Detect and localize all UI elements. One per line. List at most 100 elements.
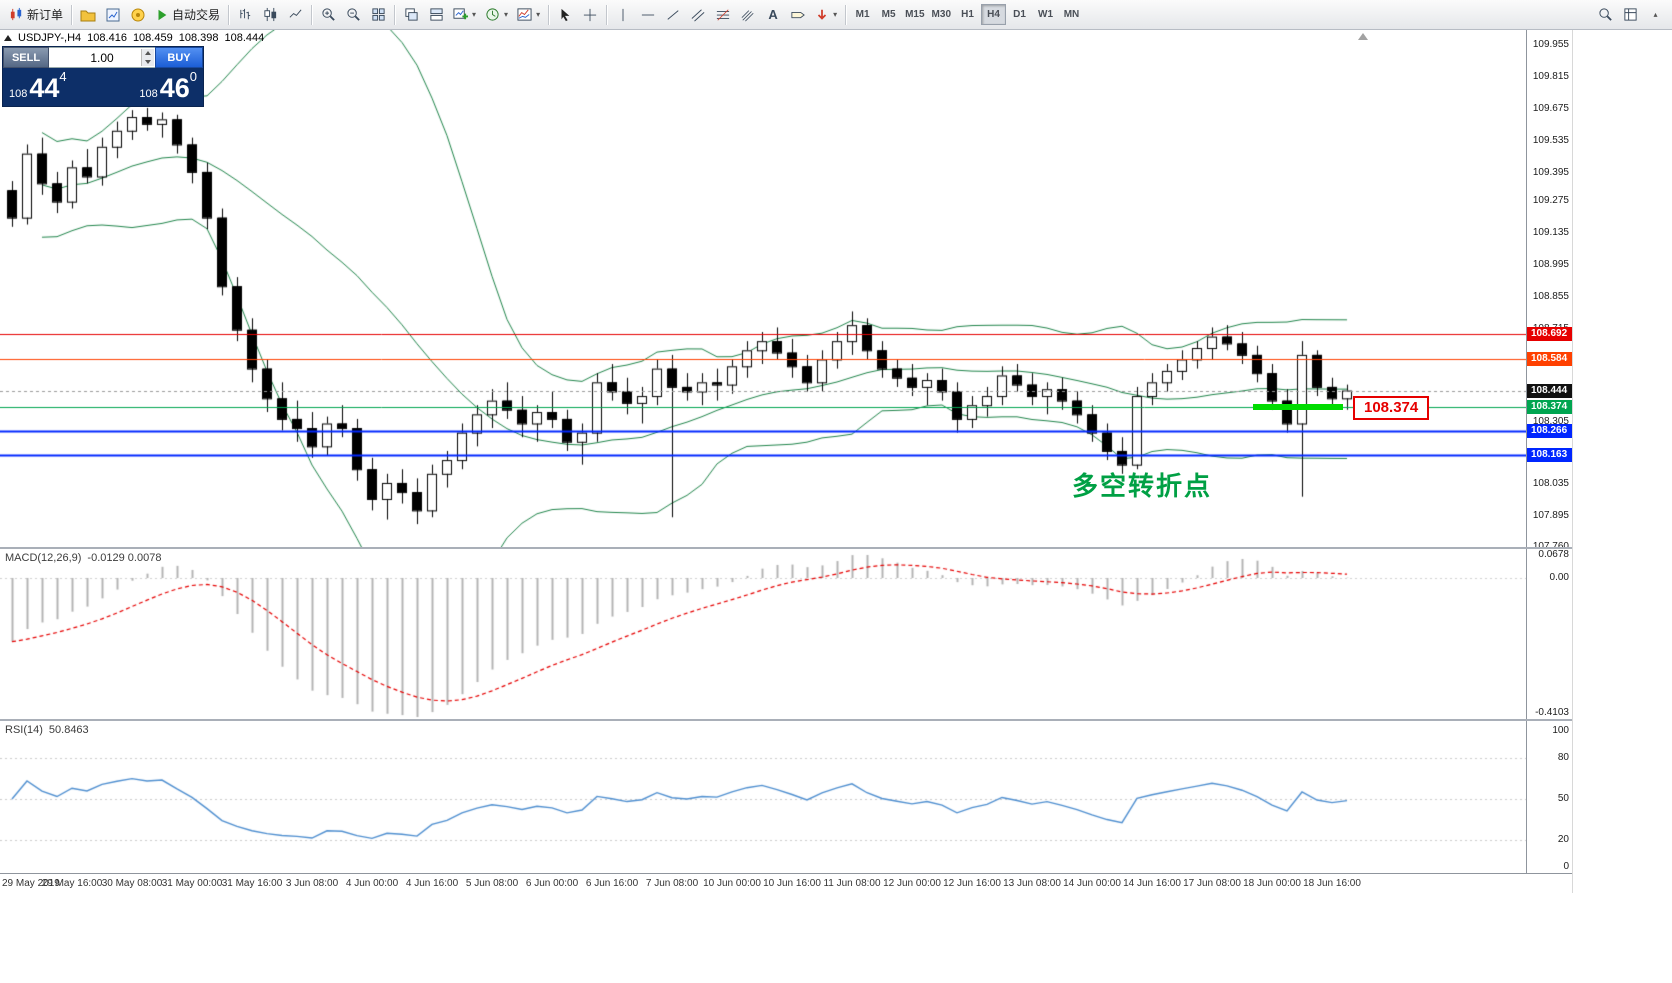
time-axis-label: 10 Jun 16:00 [763,878,821,889]
cursor-button[interactable] [553,3,577,27]
dropdown-arrow-icon: ▾ [472,10,477,19]
collapse-toolbar-button[interactable]: ▴ [1643,3,1667,27]
time-axis-label: 12 Jun 00:00 [883,878,941,889]
market-watch-button[interactable] [101,3,125,27]
spinner-up-icon[interactable] [145,51,151,55]
timeframe-mn[interactable]: MN [1059,4,1084,25]
price-callout-label[interactable]: 108.374 [1353,396,1430,420]
rsi-axis-label: 0 [1563,861,1569,872]
new-order-label: 新订单 [27,8,64,22]
timeframe-h4[interactable]: H4 [981,4,1006,25]
timeframe-d1[interactable]: D1 [1007,4,1032,25]
channel-button[interactable] [686,3,710,27]
macd-axis-label: 0.00 [1549,571,1569,583]
tile-windows-button[interactable] [366,3,390,27]
time-axis-label: 6 Jun 16:00 [585,878,639,889]
price-axis[interactable]: 109.955 109.815 109.675 109.535 109.395 109.2… [1526,30,1572,547]
arrows-button[interactable]: ▾ [811,3,841,27]
buy-price: 108460 [139,69,197,103]
rsi-axis-label: 50 [1557,793,1569,804]
timeframe-h1[interactable]: H1 [955,4,980,25]
timeframe-w1[interactable]: W1 [1033,4,1058,25]
rsi-panel: RSI(14) 50.8463 100 80 50 20 0 [0,719,1572,873]
macd-plot-area[interactable]: MACD(12,26,9) -0.0129 0.0078 [0,549,1526,719]
time-axis-label: 18 Jun 16:00 [1303,878,1361,889]
profiles-button[interactable] [76,3,100,27]
metaeditor-button[interactable] [126,3,150,27]
horizontal-line-icon [641,8,655,22]
chart-line-button[interactable] [283,3,307,27]
macd-values: -0.0129 0.0078 [87,552,162,564]
autotrading-label: 自动交易 [172,8,221,22]
sell-button[interactable]: SELL [3,47,49,68]
arrange-tile-button[interactable] [424,3,448,27]
price-tag: 108.444 [1527,383,1572,398]
chart-candles-button[interactable] [258,3,282,27]
pitchfork-button[interactable] [736,3,760,27]
rsi-plot-area[interactable]: RSI(14) 50.8463 [0,721,1526,873]
rsi-axis-label: 100 [1552,725,1569,736]
text-tool-button[interactable]: A [761,3,785,27]
symbol-triangle-icon [4,35,12,41]
timeframe-m5[interactable]: M5 [876,4,901,25]
dropdown-arrow-icon: ▾ [504,10,509,19]
dropdown-arrow-icon: ▾ [833,10,838,19]
symbol-header: USDJPY-,H4 108.416 108.459 108.398 108.4… [4,32,264,44]
fibonacci-button[interactable] [711,3,735,27]
buy-button[interactable]: BUY [155,47,203,68]
price-axis-label: 107.895 [1532,510,1569,522]
timeframe-m15[interactable]: M15 [902,4,927,25]
chart-bars-button[interactable] [233,3,257,27]
price-axis-label: 108.305 [1532,416,1569,428]
vertical-line-icon [616,8,630,22]
new-chart-button[interactable]: ▾ [449,3,480,27]
indicators-button[interactable]: ▾ [513,3,544,27]
vertical-line-button[interactable] [611,3,635,27]
periods-button[interactable]: ▾ [481,3,512,27]
macd-canvas[interactable] [0,549,1526,719]
zoom-in-button[interactable] [316,3,340,27]
macd-axis-label: 0.0678 [1538,549,1569,560]
price-axis-label: 109.135 [1532,226,1569,238]
trendline-button[interactable] [661,3,685,27]
time-axis-label: 18 Jun 00:00 [1243,878,1301,889]
macd-title: MACD(12,26,9) [5,552,82,564]
tile-horizontal-icon [429,7,444,22]
macd-axis[interactable]: 0.0678 0.00 -0.4103 [1526,549,1572,719]
autotrading-button[interactable]: 自动交易 [151,3,224,27]
rsi-axis[interactable]: 100 80 50 20 0 [1526,721,1572,873]
price-tag: 108.374 [1527,399,1572,414]
chart-shift-marker[interactable] [1358,33,1368,40]
volume-spinner[interactable] [141,49,154,66]
rsi-canvas[interactable] [0,721,1526,873]
chart-line-icon [288,7,303,22]
chart-candles-icon [263,7,278,22]
price-axis-label: 109.675 [1532,103,1569,115]
ohlc-low: 108.398 [178,32,219,44]
macd-header: MACD(12,26,9) -0.0129 0.0078 [5,552,161,564]
new-chart-icon [453,7,469,22]
chart-text-annotation[interactable]: 多空转折点 [1072,471,1213,501]
horizontal-line-button[interactable] [636,3,660,27]
data-window-button[interactable] [1618,3,1642,27]
toolbar-separator [71,4,73,25]
crosshair-icon [583,8,597,22]
time-axis[interactable]: 29 May 2019 29 May 16:00 30 May 08:00 31 Ma… [0,873,1572,893]
main-chart-canvas[interactable] [0,30,1526,547]
time-axis-label: 5 Jun 08:00 [465,878,519,889]
zoom-out-button[interactable] [341,3,365,27]
main-plot-area[interactable]: USDJPY-,H4 108.416 108.459 108.398 108.4… [0,30,1526,547]
main-toolbar: 新订单 自动交易 ▾ ▾ ▾ A ▾ M1 M5 M15 M30 H1 H4 D… [0,0,1672,30]
macd-panel: MACD(12,26,9) -0.0129 0.0078 0.0678 0.00 -… [0,547,1572,719]
search-button[interactable] [1593,3,1617,27]
timeframe-m1[interactable]: M1 [850,4,875,25]
timeframe-m30[interactable]: M30 [929,4,954,25]
support-highlight-segment[interactable] [1253,404,1343,410]
arrange-cascade-button[interactable] [399,3,423,27]
time-axis-label: 10 Jun 00:00 [703,878,761,889]
new-order-button[interactable]: 新订单 [5,3,67,27]
volume-field[interactable]: 1.00 [49,47,155,68]
text-label-button[interactable] [786,3,810,27]
spinner-down-icon[interactable] [145,60,151,64]
crosshair-button[interactable] [578,3,602,27]
